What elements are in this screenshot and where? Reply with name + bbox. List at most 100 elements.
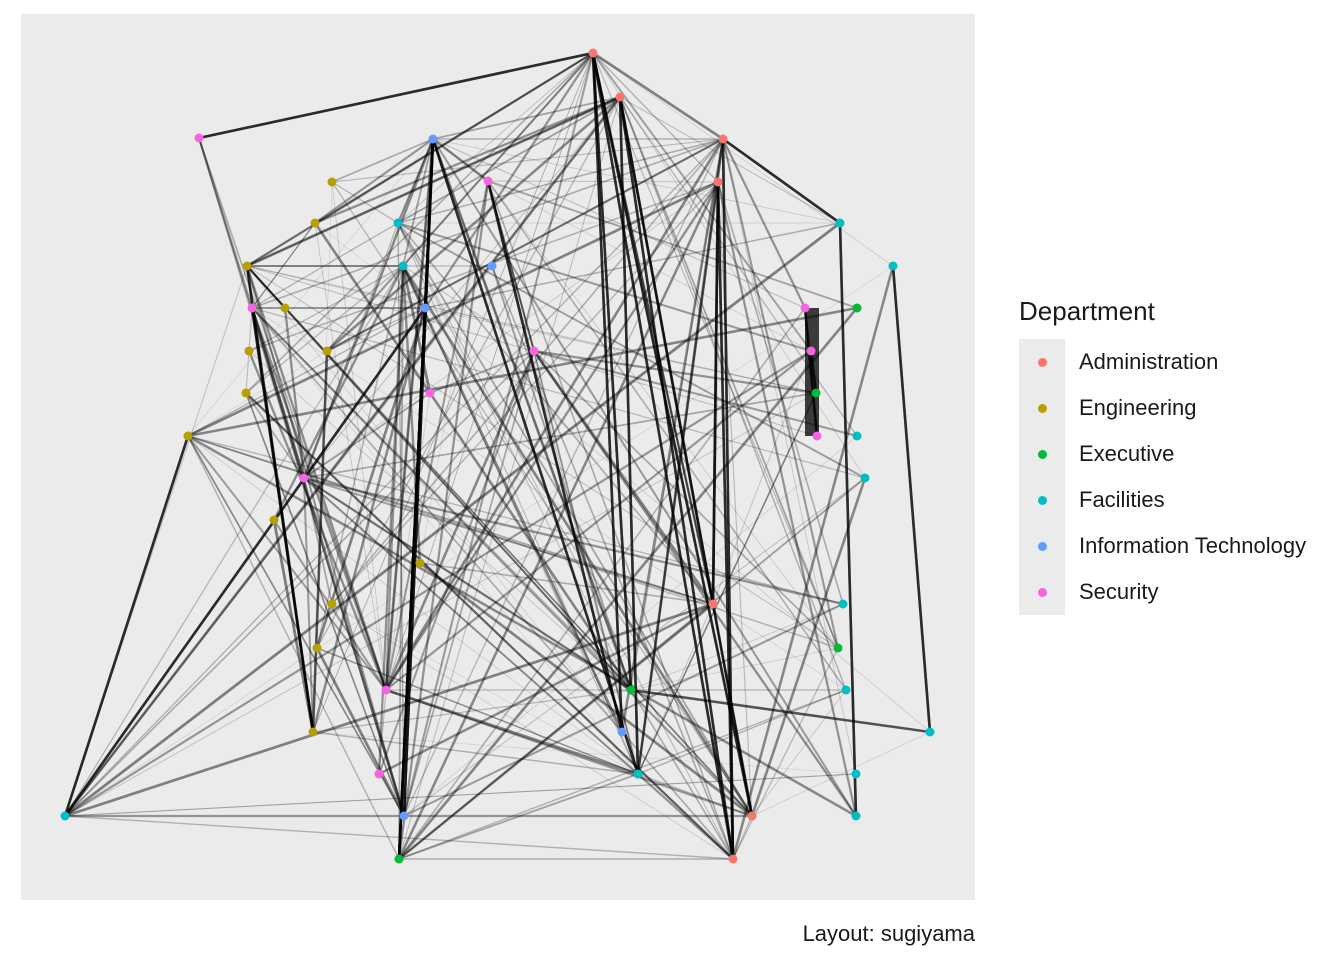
- edge: [248, 181, 719, 352]
- edge: [246, 265, 632, 691]
- legend-dot: [1037, 449, 1047, 459]
- edge: [592, 52, 714, 605]
- edge: [63, 307, 427, 817]
- edge: [187, 435, 844, 605]
- edge: [187, 306, 858, 438]
- node-administration: [728, 854, 738, 864]
- edge: [385, 52, 594, 691]
- node-facilities: [60, 811, 70, 821]
- edge: [591, 52, 624, 733]
- edge: [592, 52, 839, 649]
- edge: [246, 265, 632, 691]
- edge: [533, 349, 817, 395]
- node-engineering: [308, 727, 318, 737]
- edge: [311, 350, 329, 733]
- edge: [619, 96, 841, 224]
- edge: [423, 138, 435, 309]
- edge: [251, 307, 866, 479]
- edge: [303, 96, 621, 479]
- node-facilities: [851, 769, 861, 779]
- edge: [246, 265, 753, 817]
- edge: [591, 52, 754, 817]
- edge: [637, 773, 753, 817]
- edge: [64, 265, 404, 817]
- edge: [432, 138, 857, 817]
- edge: [722, 137, 841, 225]
- edge: [403, 138, 724, 817]
- edge: [637, 392, 817, 775]
- edge: [314, 95, 621, 225]
- edge: [751, 689, 847, 817]
- edge: [591, 52, 633, 691]
- edge: [397, 181, 720, 860]
- legend-title: Department: [1019, 296, 1155, 326]
- edge: [246, 95, 621, 268]
- edge: [429, 350, 535, 394]
- edge: [187, 138, 434, 437]
- edge: [487, 180, 535, 352]
- edge: [637, 689, 847, 775]
- edge: [722, 137, 841, 225]
- edge: [403, 477, 866, 817]
- edge: [398, 689, 847, 860]
- edges-layer: [63, 51, 932, 860]
- edge: [245, 52, 594, 394]
- edge: [398, 773, 639, 860]
- edge: [314, 222, 426, 309]
- edge: [245, 392, 405, 817]
- edge: [397, 96, 621, 224]
- edge: [302, 477, 315, 733]
- edge: [618, 96, 754, 817]
- edge: [618, 96, 640, 775]
- edge: [397, 222, 753, 817]
- edge: [187, 350, 328, 437]
- edge: [630, 138, 724, 691]
- edge: [487, 180, 535, 352]
- legend-keys: Administration Engineering Executive Fac…: [1019, 339, 1306, 615]
- node-security: [806, 346, 816, 356]
- edge: [402, 138, 435, 817]
- edge: [272, 519, 315, 733]
- edge: [331, 603, 734, 860]
- edge: [618, 96, 735, 860]
- edge: [891, 265, 932, 733]
- edge: [198, 51, 594, 140]
- edge: [303, 392, 817, 479]
- node-information-technology: [617, 727, 627, 737]
- node-engineering: [322, 346, 332, 356]
- node-engineering: [327, 599, 337, 609]
- edge: [712, 603, 753, 817]
- node-engineering: [310, 218, 320, 228]
- edge: [592, 52, 714, 605]
- edge: [402, 265, 426, 309]
- edge: [533, 350, 857, 817]
- edge: [246, 265, 623, 733]
- edge: [187, 435, 387, 691]
- edge: [251, 307, 314, 733]
- edge: [424, 222, 841, 309]
- edge: [636, 181, 720, 775]
- edge: [64, 265, 493, 817]
- legend-label: Engineering: [1079, 395, 1197, 420]
- edge: [303, 477, 333, 605]
- edge: [251, 307, 753, 817]
- edge: [619, 96, 753, 817]
- edge: [272, 265, 405, 521]
- edge: [618, 96, 754, 817]
- legend-key: [1019, 431, 1065, 477]
- node-administration: [588, 48, 598, 58]
- edge: [187, 434, 857, 818]
- edge: [314, 52, 594, 224]
- edge: [403, 603, 844, 817]
- edge: [315, 647, 406, 817]
- edge: [303, 181, 719, 479]
- legend-key: [1019, 477, 1065, 523]
- edge: [251, 307, 734, 860]
- edge: [636, 138, 725, 775]
- edge: [533, 350, 639, 775]
- edge: [722, 138, 857, 775]
- edge: [401, 265, 754, 817]
- edge: [198, 51, 594, 140]
- edge: [716, 181, 735, 860]
- edge: [397, 307, 427, 860]
